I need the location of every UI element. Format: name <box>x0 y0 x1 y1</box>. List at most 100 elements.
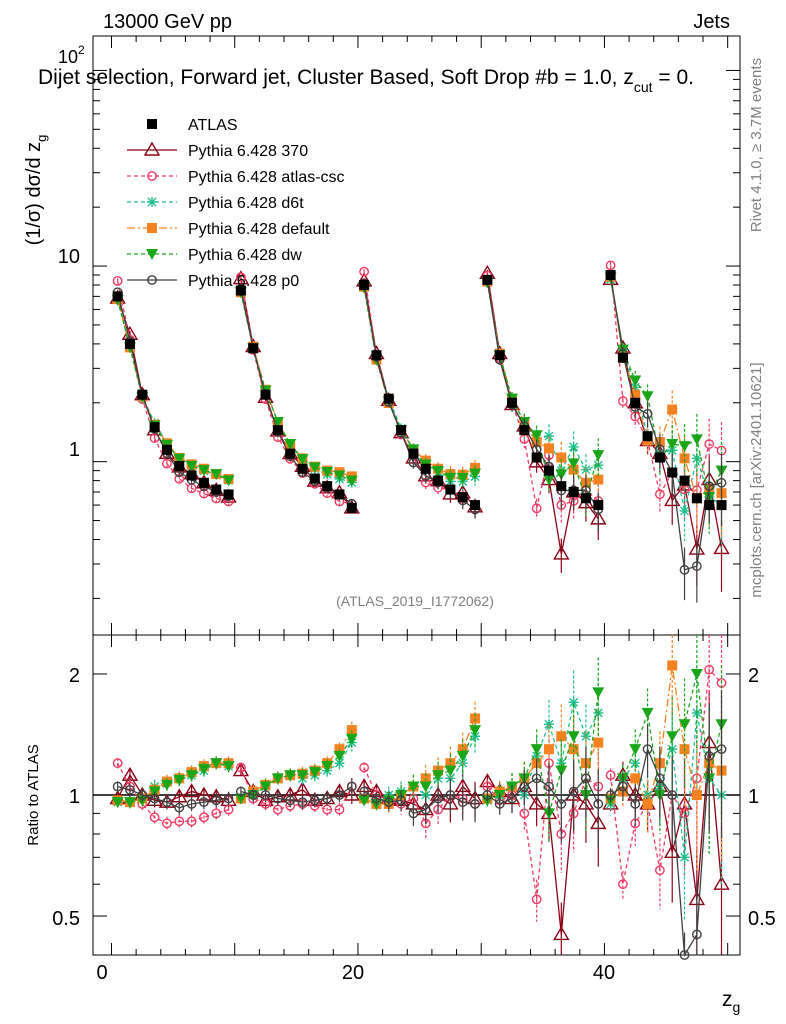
series-pythia-6-428-dw-ratio-point <box>259 781 272 793</box>
series-pythia-6-428-p0-ratio-point <box>433 793 443 804</box>
atlas-point <box>433 475 444 486</box>
series-pythia-6-428-atlas-csc-ratio-point <box>149 812 160 823</box>
series-pythia-6-428-p0-point <box>679 564 690 575</box>
series-pythia-6-428-dw-point <box>333 470 346 482</box>
ratio-data-layer <box>109 635 730 960</box>
series-pythia-6-428-atlas-csc-ratio-point <box>211 808 222 819</box>
series-pythia-6-428-p0-ratio-point <box>667 790 678 800</box>
series-pythia-6-428-default-ratio-line <box>363 718 476 805</box>
atlas-point <box>716 500 727 511</box>
series-pythia-6-428-p0-ratio-point <box>679 950 690 960</box>
series-pythia-6-428-d6t-line <box>363 286 476 483</box>
series-pythia-6-428-p0-point <box>642 408 653 419</box>
series-pythia-6-428-dw-point <box>678 441 691 453</box>
series-pythia-6-428-dw-line <box>609 277 723 500</box>
series-pythia-6-428-d6t-ratio-line <box>240 742 353 800</box>
legend-label: ATLAS <box>188 117 238 134</box>
series-pythia-6-428-p0-ratio-point <box>260 790 271 800</box>
series-pythia-6-428-atlas-csc-ratio-line <box>609 668 722 885</box>
series-pythia-6-428-p0-ratio-point <box>457 797 468 808</box>
atlas-point <box>543 465 554 476</box>
atlas-point <box>371 350 382 361</box>
series-pythia-6-428-dw-ratio-point <box>666 731 679 743</box>
atlas-point <box>457 491 468 502</box>
ratio-tick-label-2-right: 2 <box>748 665 759 687</box>
series-pythia-6-428-atlas-csc-point <box>162 458 172 469</box>
series-pythia-6-428-370-line <box>486 273 599 555</box>
series-pythia-6-428-dw-ratio-point <box>690 668 703 680</box>
legend-marker <box>146 249 158 260</box>
series-pythia-6-428-dw-ratio-point <box>456 751 469 763</box>
x-axis-label-sub: g <box>733 999 741 1015</box>
series-pythia-6-428-p0-ratio-point <box>322 793 333 804</box>
plot-title-sub: cut <box>634 79 653 95</box>
series-pythia-6-428-dw-point <box>296 454 309 466</box>
series-pythia-6-428-dw-point <box>592 450 605 462</box>
legend-label: Pythia 6.428 atlas-csc <box>188 169 345 186</box>
series-pythia-6-428-p0-ratio-point <box>272 793 283 804</box>
series-pythia-6-428-p0-ratio-point <box>605 790 616 800</box>
series-pythia-6-428-dw-point <box>666 438 679 450</box>
series-pythia-6-428-atlas-csc-ratio-point <box>704 664 715 675</box>
atlas-point <box>359 280 370 291</box>
series-pythia-6-428-p0-ratio-point <box>186 799 197 809</box>
legend-item-5: Pythia 6.428 dw <box>127 247 302 264</box>
series-pythia-6-428-atlas-csc-ratio-point <box>334 804 345 815</box>
series-pythia-6-428-p0-ratio-point <box>704 751 715 761</box>
legend: ATLAS Pythia 6.428 370 Pythia 6.428 atlas-… <box>127 117 345 290</box>
series-pythia-6-428-p0-ratio-point <box>174 802 185 813</box>
x-tick-label-0: 0 <box>96 962 107 984</box>
series-pythia-6-428-dw-ratio-line <box>487 692 599 814</box>
atlas-point <box>272 425 283 436</box>
atlas-point <box>482 274 493 285</box>
atlas-point <box>593 500 604 511</box>
series-pythia-6-428-p0-ratio-point <box>568 786 579 797</box>
series-pythia-6-428-atlas-csc-ratio-point <box>359 762 370 773</box>
series-pythia-6-428-default-ratio-point <box>470 713 481 724</box>
legend-marker <box>147 119 157 129</box>
y-axis-label-main-sub: g <box>34 135 49 142</box>
atlas-point <box>334 489 345 500</box>
atlas-point <box>235 285 246 296</box>
atlas-point <box>580 493 591 504</box>
series-pythia-6-428-default-point <box>543 443 554 454</box>
atlas-point <box>519 425 530 436</box>
series-pythia-6-428-dw-ratio-point <box>444 765 457 777</box>
atlas-point <box>667 467 678 478</box>
atlas-point <box>642 431 653 442</box>
series-pythia-6-428-dw-ratio-point <box>197 764 210 776</box>
atlas-point <box>617 352 628 363</box>
atlas-point <box>691 493 702 504</box>
series-pythia-6-428-p0-ratio-point <box>383 797 394 808</box>
series-pythia-6-428-d6t-line <box>609 279 722 512</box>
series-pythia-6-428-dw-point <box>555 469 568 481</box>
series-pythia-6-428-dw-ratio-point <box>419 781 432 793</box>
series-pythia-6-428-default-ratio-point <box>642 798 653 809</box>
atlas-point <box>396 425 407 436</box>
series-pythia-6-428-dw-ratio-point <box>592 687 605 699</box>
rivet-label: Rivet 4.1.0, ≥ 3.7M events <box>748 58 765 232</box>
series-pythia-6-428-p0-ratio-point <box>691 929 702 940</box>
series-pythia-6-428-dw-ratio-point <box>284 770 297 782</box>
series-pythia-6-428-d6t-point <box>568 441 579 452</box>
series-pythia-6-428-370-ratio-point <box>713 875 730 890</box>
series-pythia-6-428-p0-ratio-point <box>371 793 382 804</box>
y-tick-label-100: 102 <box>58 43 85 67</box>
series-pythia-6-428-p0-ratio-line <box>117 785 229 809</box>
series-pythia-6-428-d6t-ratio-point <box>568 697 579 708</box>
atlas-point <box>568 486 579 497</box>
series-pythia-6-428-default-ratio-point <box>630 773 641 784</box>
atlas-point <box>112 291 123 302</box>
series-atlas <box>112 270 727 514</box>
series-pythia-6-428-d6t-ratio-line <box>487 699 599 801</box>
series-pythia-6-428-p0-ratio-point <box>544 781 554 792</box>
series-pythia-6-428-dw-ratio-point <box>296 770 309 782</box>
atlas-point <box>137 389 148 400</box>
series-pythia-6-428-default-ratio-point <box>568 744 579 755</box>
series-pythia-6-428-d6t-point <box>679 505 690 516</box>
series-pythia-6-428-dw-ratio-point <box>308 767 321 779</box>
legend-item-1: Pythia 6.428 370 <box>127 141 308 160</box>
series-pythia-6-428-atlas-csc-ratio-line <box>117 762 229 825</box>
series-pythia-6-428-default-line <box>486 281 599 484</box>
